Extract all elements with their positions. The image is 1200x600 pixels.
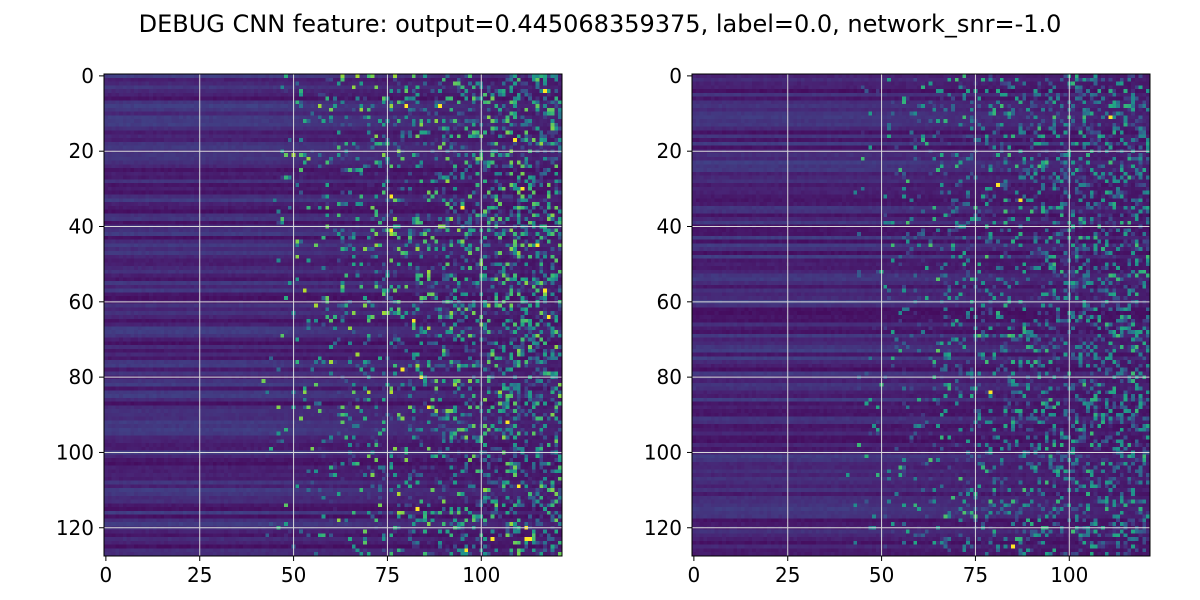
y-tick-label: 80 xyxy=(69,365,94,389)
x-tick-label: 25 xyxy=(187,563,212,587)
figure-title: DEBUG CNN feature: output=0.445068359375… xyxy=(139,10,1062,38)
x-ticks-left: 0 25 50 75 100 xyxy=(100,556,500,587)
x-tick-label: 0 xyxy=(100,563,113,587)
x-tick-label: 100 xyxy=(462,563,500,587)
y-tick-label: 20 xyxy=(657,139,682,163)
y-tick-label: 100 xyxy=(644,440,682,464)
y-tick-label: 20 xyxy=(69,139,94,163)
y-tick-label: 120 xyxy=(56,516,94,540)
y-ticks-right: 0 20 40 60 80 100 120 xyxy=(644,64,692,540)
heatmap-image-right xyxy=(692,74,1150,556)
x-ticks-right: 0 25 50 75 100 xyxy=(688,556,1088,587)
y-tick-label: 0 xyxy=(669,64,682,88)
axes-frame-right xyxy=(691,73,1151,557)
y-tick-label: 40 xyxy=(657,215,682,239)
x-tick-label: 75 xyxy=(963,563,988,587)
heatmap-image-left xyxy=(104,74,562,556)
y-tick-label: 80 xyxy=(657,365,682,389)
x-tick-label: 0 xyxy=(688,563,701,587)
x-tick-label: 50 xyxy=(281,563,306,587)
grid-right xyxy=(692,74,1150,556)
x-tick-label: 50 xyxy=(869,563,894,587)
y-ticks-left: 0 20 40 60 80 100 120 xyxy=(56,64,104,540)
x-tick-label: 75 xyxy=(375,563,400,587)
axes-frame-left xyxy=(103,73,563,557)
y-tick-label: 40 xyxy=(69,215,94,239)
y-tick-label: 60 xyxy=(657,290,682,314)
x-tick-label: 100 xyxy=(1050,563,1088,587)
grid-left xyxy=(104,74,562,556)
heatmap-panel-left: 0 25 50 75 100 0 20 40 60 80 100 120 xyxy=(56,64,563,587)
y-tick-label: 100 xyxy=(56,440,94,464)
y-tick-label: 60 xyxy=(69,290,94,314)
x-tick-label: 25 xyxy=(775,563,800,587)
y-tick-label: 0 xyxy=(81,64,94,88)
y-tick-label: 120 xyxy=(644,516,682,540)
heatmap-panel-right: 0 25 50 75 100 0 20 40 60 80 100 120 xyxy=(644,64,1151,587)
